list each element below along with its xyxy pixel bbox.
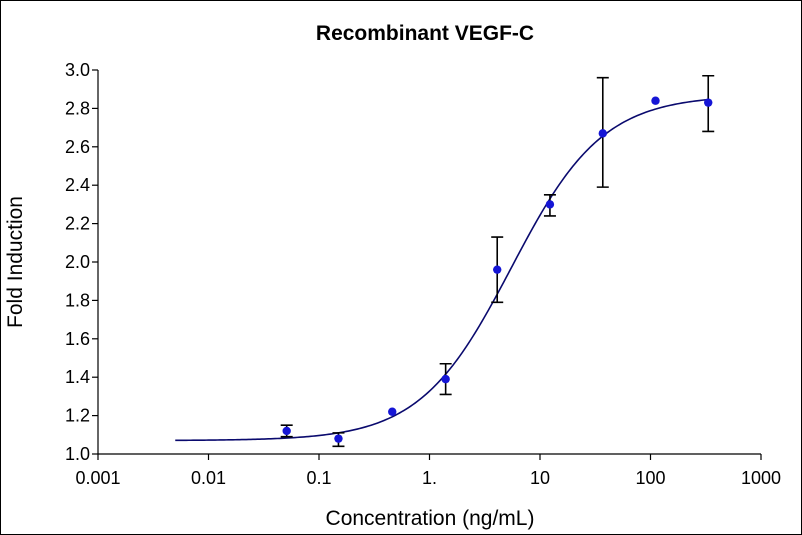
x-tick-label: 0.1 [306, 468, 331, 488]
data-point [704, 98, 713, 107]
chart-title: Recombinant VEGF-C [316, 22, 534, 45]
plot-area [175, 74, 715, 448]
x-tick-label: 100 [635, 468, 665, 488]
data-point [651, 96, 660, 105]
x-tick-label: 1000 [741, 468, 781, 488]
y-tick-label: 1.6 [65, 329, 90, 349]
data-point [334, 434, 343, 443]
data-point [545, 200, 555, 209]
x-axis-label: Concentration (ng/mL) [326, 507, 535, 530]
y-tick-label: 2.4 [65, 175, 90, 195]
x-tick-label: 0.001 [75, 468, 120, 488]
y-tick-label: 2.6 [65, 137, 90, 157]
data-point [388, 407, 397, 416]
y-tick-label: 2.2 [65, 214, 90, 234]
x-tick-label: 1. [422, 468, 437, 488]
x-ticks: 0.001 0.01 0.1 1. 10 100 1000 [75, 454, 781, 488]
x-tick-label: 10 [530, 468, 550, 488]
y-tick-label: 1.8 [65, 290, 90, 310]
data-point [598, 129, 607, 138]
data-point [441, 374, 450, 384]
y-tick-label: 2.0 [65, 252, 90, 272]
y-tick-label: 1.4 [65, 367, 90, 387]
data-point [493, 265, 502, 274]
y-tick-label: 3.0 [65, 60, 90, 80]
y-tick-label: 1.2 [65, 406, 90, 426]
y-axis-label: Fold Induction [4, 196, 27, 328]
x-tick-label: 0.01 [191, 468, 226, 488]
data-point [282, 426, 291, 436]
y-ticks: 1.0 1.2 1.4 1.6 1.8 2.0 2.2 2.4 2.6 2.8 3.0 [65, 60, 98, 464]
y-tick-label: 1.0 [65, 444, 90, 464]
y-tick-label: 2.8 [65, 98, 90, 118]
